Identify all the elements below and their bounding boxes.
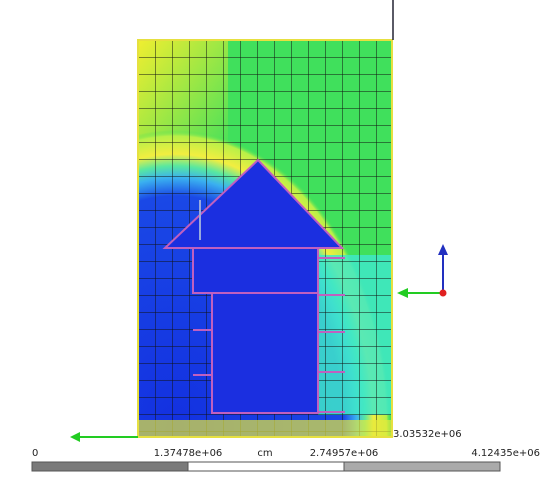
scale-label: 0 [32, 448, 38, 459]
scale-bar [32, 462, 500, 471]
scale-unit: cm [257, 448, 272, 459]
scene: 3.03532e+06 0 1.37478e+06 cm 2.74957e+06… [0, 0, 548, 481]
triad [397, 244, 448, 298]
scale-label: 1.37478e+06 [154, 448, 223, 459]
scale-label: 4.12435e+06 [471, 448, 540, 459]
axis-arrow [70, 432, 138, 442]
corner-label: 3.03532e+06 [393, 429, 462, 440]
viewport: 3.03532e+06 0 1.37478e+06 cm 2.74957e+06… [0, 0, 548, 481]
scale-label: 2.74957e+06 [310, 448, 379, 459]
